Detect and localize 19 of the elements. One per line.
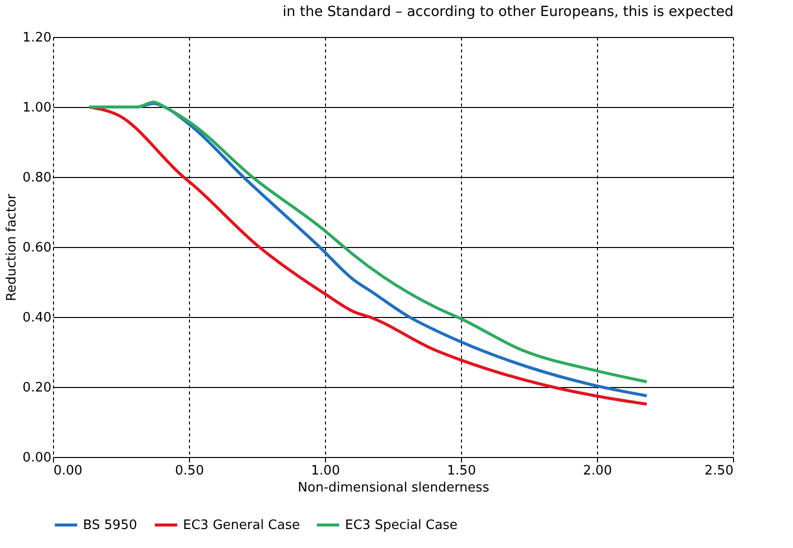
x-tick-label: 1.50: [447, 464, 476, 478]
x-tick-label: 2.00: [583, 464, 612, 478]
y-axis-title: Reduction factor: [4, 193, 20, 302]
legend-label: BS 5950: [83, 518, 138, 533]
y-tick-label: 0.80: [22, 170, 52, 186]
y-tick-label: 0.20: [22, 380, 52, 396]
x-tick-label: 1.00: [311, 464, 340, 478]
x-axis-title: Non-dimensional slenderness: [298, 480, 490, 496]
y-tick-label: 0.40: [22, 310, 52, 326]
y-tick-label: 1.00: [22, 100, 52, 116]
legend-label: EC3 Special Case: [345, 518, 458, 533]
text: in the Standard – according to other Europeans, this is expected: [282, 4, 734, 20]
y-tick-label: 0.60: [22, 240, 52, 256]
y-tick-label: 0.00: [22, 450, 52, 466]
x-tick-label: 0.50: [175, 464, 204, 478]
y-tick-label: 1.20: [22, 30, 52, 46]
legend-label: EC3 General Case: [183, 518, 300, 533]
x-tick-label: 2.50: [704, 464, 734, 478]
x-tick-label: 0.00: [54, 464, 82, 478]
